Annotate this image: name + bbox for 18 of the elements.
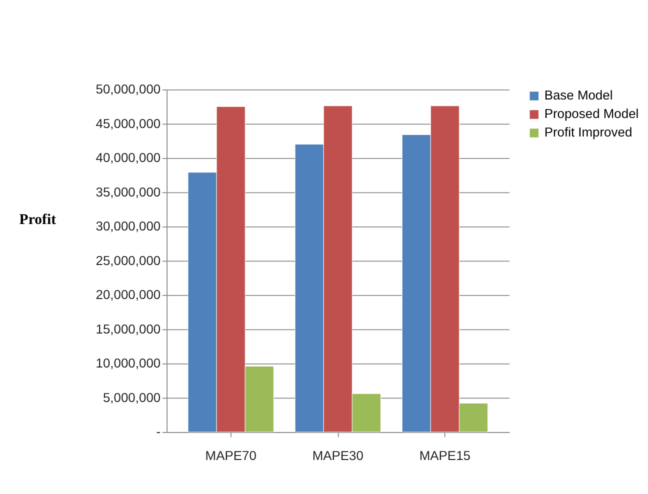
y-tick-label: 50,000,000 <box>96 82 161 97</box>
y-tick-label: 25,000,000 <box>96 252 161 268</box>
y-tick-label: 5,000,000 <box>102 390 161 405</box>
y-tick-label: 35,000,000 <box>96 184 161 200</box>
legend-label: Base Model <box>544 88 613 103</box>
y-tick-label: - <box>156 424 161 440</box>
y-tick-label: 40,000,000 <box>96 150 161 166</box>
y-tick-label: 20,000,000 <box>96 287 161 302</box>
y-tick-label: 30,000,000 <box>96 218 161 234</box>
x-tick-label: MAPE70 <box>205 448 256 464</box>
y-tick-label: 45,000,000 <box>96 116 161 131</box>
legend-label: Profit Improved <box>544 124 632 140</box>
y-tick-label: 15,000,000 <box>96 321 161 336</box>
legend-label: Proposed Model <box>544 106 639 122</box>
y-axis-title: Profit <box>19 212 56 228</box>
y-tick-label: 10,000,000 <box>96 356 161 371</box>
x-tick-label: MAPE15 <box>419 448 470 464</box>
x-tick-label: MAPE30 <box>312 448 364 464</box>
